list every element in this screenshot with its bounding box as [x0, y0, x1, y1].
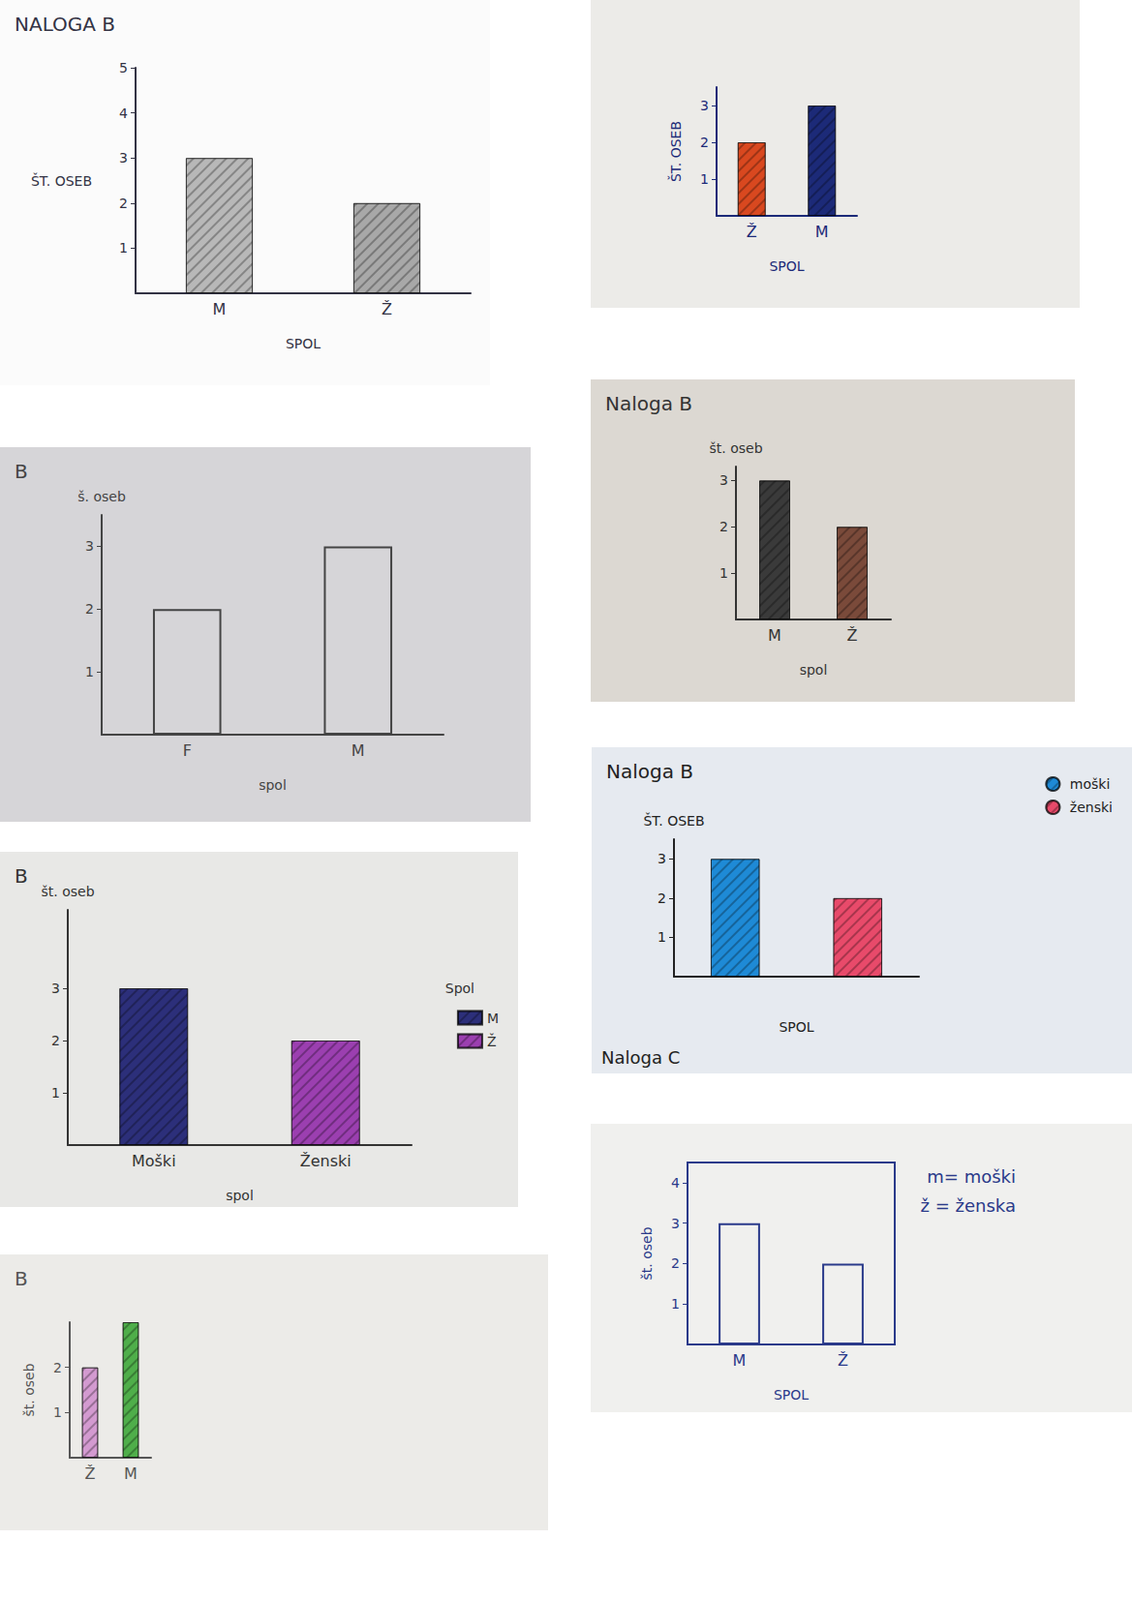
svg-text:1: 1 — [719, 565, 729, 582]
svg-text:3: 3 — [119, 150, 128, 166]
svg-text:M: M — [213, 300, 227, 319]
svg-text:2: 2 — [657, 890, 667, 907]
svg-text:SPOL: SPOL — [768, 258, 804, 275]
svg-text:Ž: Ž — [487, 1033, 497, 1050]
svg-text:1: 1 — [85, 664, 94, 680]
svg-text:2: 2 — [719, 519, 729, 535]
svg-text:1: 1 — [53, 1405, 62, 1421]
svg-text:Ženski: Ženski — [300, 1152, 352, 1171]
svg-text:št. oseb: št. oseb — [708, 440, 763, 457]
svg-text:SPOL: SPOL — [778, 1019, 814, 1036]
svg-text:4: 4 — [671, 1175, 680, 1192]
svg-text:1: 1 — [657, 929, 667, 946]
svg-text:F: F — [183, 741, 192, 761]
svg-text:m= moški: m= moški — [926, 1166, 1016, 1188]
svg-text:št. oseb: št. oseb — [21, 1363, 37, 1417]
svg-text:4: 4 — [119, 105, 128, 122]
svg-text:1: 1 — [700, 171, 709, 187]
svg-text:2: 2 — [700, 134, 709, 151]
svg-text:2: 2 — [53, 1360, 62, 1377]
svg-text:2: 2 — [85, 601, 94, 617]
svg-text:š. oseb: š. oseb — [77, 489, 126, 505]
svg-text:3: 3 — [51, 980, 61, 997]
svg-text:Spol: Spol — [445, 980, 475, 997]
svg-text:M: M — [123, 1465, 138, 1484]
svg-text:ŠT. OSEB: ŠT. OSEB — [667, 121, 684, 183]
svg-text:SPOL: SPOL — [285, 336, 321, 352]
svg-text:2: 2 — [119, 195, 128, 212]
svg-text:št. oseb: št. oseb — [40, 884, 94, 900]
svg-text:3: 3 — [700, 97, 709, 114]
svg-text:2: 2 — [51, 1033, 61, 1049]
svg-text:M: M — [733, 1351, 747, 1371]
svg-text:ženski: ženski — [1070, 799, 1113, 816]
svg-text:5: 5 — [119, 60, 128, 76]
svg-text:Naloga C: Naloga C — [601, 1047, 680, 1069]
svg-text:M: M — [351, 741, 366, 761]
svg-text:Ž: Ž — [746, 222, 758, 242]
svg-text:3: 3 — [657, 851, 667, 867]
svg-text:Ž: Ž — [837, 1351, 849, 1371]
svg-text:ž = ženska: ž = ženska — [920, 1195, 1016, 1217]
svg-text:Ž: Ž — [847, 626, 858, 645]
svg-text:M: M — [487, 1010, 499, 1027]
svg-text:NALOGA B: NALOGA B — [14, 12, 116, 36]
svg-text:Naloga B: Naloga B — [606, 760, 694, 784]
svg-text:Moški: Moški — [131, 1152, 177, 1171]
svg-text:Ž: Ž — [85, 1465, 96, 1484]
svg-text:spol: spol — [799, 662, 828, 678]
svg-text:2: 2 — [671, 1255, 680, 1272]
svg-text:moški: moški — [1070, 776, 1111, 793]
svg-text:Ž: Ž — [381, 300, 393, 319]
svg-text:št. oseb: št. oseb — [639, 1226, 655, 1281]
svg-text:3: 3 — [671, 1216, 680, 1232]
svg-text:SPOL: SPOL — [773, 1387, 809, 1404]
svg-text:1: 1 — [51, 1085, 61, 1102]
svg-text:B: B — [14, 864, 29, 888]
svg-text:B: B — [14, 1267, 29, 1291]
svg-text:spol: spol — [225, 1188, 254, 1204]
svg-text:3: 3 — [719, 472, 729, 489]
svg-text:ŠT. OSEB: ŠT. OSEB — [30, 172, 92, 189]
svg-text:M: M — [767, 626, 782, 645]
svg-text:1: 1 — [671, 1296, 680, 1313]
svg-text:ŠT. OSEB: ŠT. OSEB — [642, 812, 704, 829]
svg-text:1: 1 — [119, 240, 128, 256]
svg-text:Naloga B: Naloga B — [605, 392, 693, 416]
svg-text:spol: spol — [258, 777, 287, 794]
svg-text:B: B — [14, 459, 29, 484]
svg-text:3: 3 — [85, 538, 94, 554]
svg-text:M: M — [815, 222, 829, 242]
